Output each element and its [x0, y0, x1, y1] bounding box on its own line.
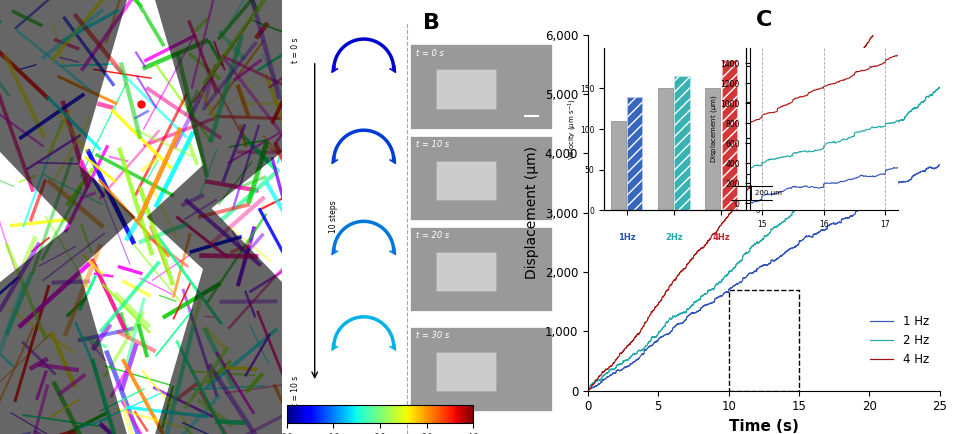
2 Hz [715, 280, 727, 285]
Text: t = 0 s: t = 0 s [292, 37, 300, 62]
Bar [722, 60, 737, 210]
Bar [722, 60, 737, 210]
4 Hz [664, 283, 676, 289]
2 Hz [583, 386, 595, 391]
2 Hz [931, 87, 943, 92]
2 Hz [665, 316, 677, 322]
Y-axis label: Displacement ($\mu$m): Displacement ($\mu$m) [709, 95, 719, 163]
Bar [410, 135, 552, 220]
1 Hz [715, 293, 727, 299]
4 Hz [582, 387, 594, 392]
Y-axis label: Displacement ($\mu$m): Displacement ($\mu$m) [774, 95, 785, 163]
Bar [436, 161, 496, 200]
1 Hz [667, 325, 679, 330]
Legend: 1 Hz, 2 Hz, 4 Hz: 1 Hz, 2 Hz, 4 Hz [865, 310, 934, 371]
4 Hz [667, 278, 679, 283]
Text: t = 20 s: t = 20 s [416, 231, 448, 240]
2 Hz [664, 316, 676, 321]
Bar [675, 76, 689, 210]
Text: 1Hz: 1Hz [618, 233, 636, 242]
Polygon shape [146, 0, 282, 434]
Bar [658, 89, 673, 210]
Bar [436, 352, 496, 391]
2 Hz [740, 250, 751, 256]
Bar [611, 121, 626, 210]
Text: 200 μm: 200 μm [755, 190, 782, 196]
Polygon shape [0, 0, 136, 434]
1 Hz [664, 330, 676, 335]
1 Hz [740, 275, 751, 280]
2 Hz [934, 85, 945, 90]
1 Hz [934, 162, 945, 167]
1 Hz [934, 162, 945, 167]
Text: 10 steps: 10 steps [329, 201, 338, 233]
1 Hz [931, 165, 943, 170]
Bar [627, 97, 642, 210]
Text: 2Hz: 2Hz [665, 233, 683, 242]
Bar [436, 69, 496, 108]
Bar [410, 45, 552, 129]
Y-axis label: Displacement (μm): Displacement (μm) [525, 146, 539, 279]
1 Hz [585, 386, 597, 391]
4 Hz [582, 387, 594, 392]
Bar [627, 97, 642, 210]
Text: 4Hz: 4Hz [712, 233, 729, 242]
Line: 4 Hz: 4 Hz [588, 0, 940, 390]
Text: A: A [132, 13, 150, 33]
Bar [675, 76, 689, 210]
Text: B: B [424, 13, 441, 33]
Text: t = 30 s: t = 30 s [416, 331, 448, 340]
Y-axis label: Velocity ($\mu$m s$^{-1}$): Velocity ($\mu$m s$^{-1}$) [566, 98, 578, 160]
Text: t = 10 s: t = 10 s [416, 140, 448, 149]
X-axis label: Time (s): Time (s) [728, 419, 799, 434]
2 Hz [582, 386, 594, 391]
Text: t = 0 s: t = 0 s [416, 49, 444, 58]
2 Hz [667, 314, 679, 319]
Bar [410, 227, 552, 312]
Title: C: C [755, 10, 772, 30]
1 Hz [665, 329, 677, 334]
Line: 1 Hz: 1 Hz [588, 164, 940, 389]
Line: 2 Hz: 2 Hz [588, 87, 940, 389]
Bar [436, 252, 496, 291]
1 Hz [582, 386, 594, 391]
Text: t = 10 s: t = 10 s [292, 375, 300, 406]
4 Hz [665, 282, 677, 287]
Bar [706, 89, 720, 210]
Bar [410, 326, 552, 411]
Bar [728, 290, 799, 391]
4 Hz [740, 191, 751, 196]
4 Hz [715, 223, 727, 228]
